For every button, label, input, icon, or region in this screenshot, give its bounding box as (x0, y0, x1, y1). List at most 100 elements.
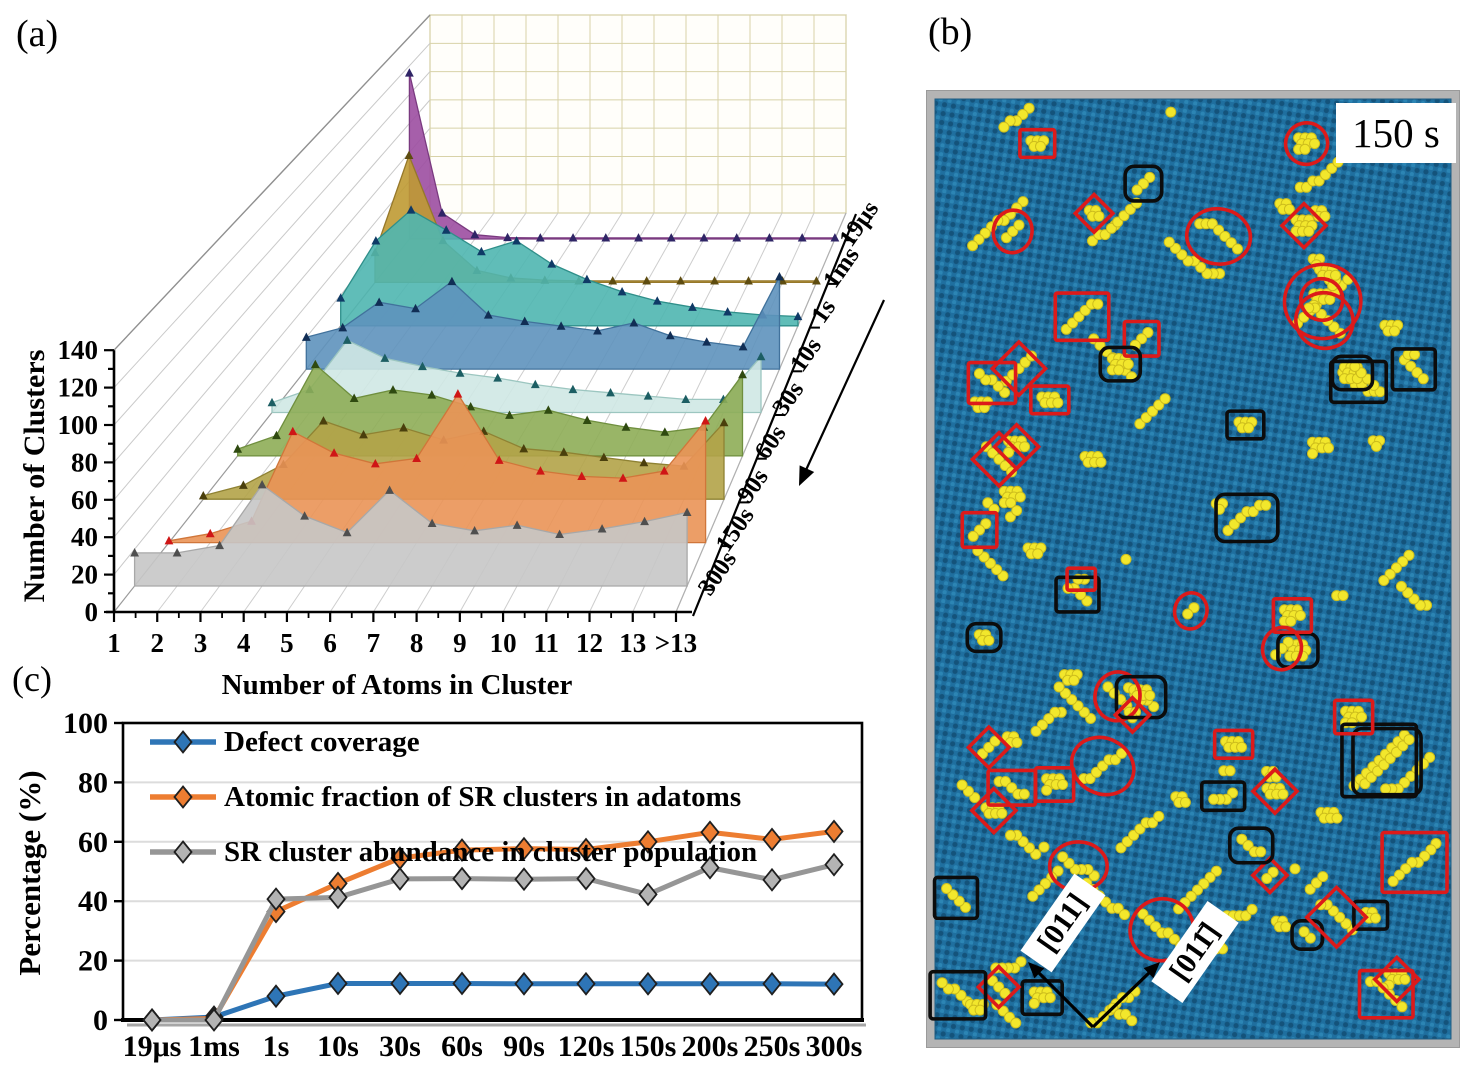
red-ellipse-annotation (1069, 735, 1136, 797)
x-axis: 1 2 3 4 5 6 7 8 9 10 11 12 13 >13 (106, 610, 697, 658)
adatom-cluster (1182, 602, 1200, 620)
red-rect-annotation (1033, 765, 1076, 803)
svg-text:300s: 300s (806, 1030, 863, 1063)
adatom-cluster (1220, 736, 1248, 753)
adatom-cluster (1058, 669, 1083, 686)
adatom-cluster (1289, 863, 1301, 875)
svg-text:10s: 10s (317, 1030, 359, 1063)
series-19μs (404, 68, 840, 242)
svg-text:1ms: 1ms (188, 1030, 240, 1063)
svg-text:0: 0 (85, 597, 99, 627)
adatom-cluster (972, 545, 1009, 582)
adatom-cluster (1004, 505, 1023, 523)
black-rect-annotation (1390, 347, 1438, 392)
adatom-cluster (1274, 198, 1295, 215)
adatom-cluster (1115, 810, 1165, 854)
adatom-cluster (1030, 706, 1067, 737)
adatom-cluster (1222, 499, 1272, 536)
legend: Defect coverage Atomic fraction of SR clu… (150, 726, 757, 868)
snapshot-frame (926, 90, 1460, 1048)
adatom-cluster (1261, 866, 1279, 884)
svg-text:20: 20 (78, 945, 108, 978)
svg-text:5: 5 (280, 628, 294, 658)
svg-text:60s: 60s (750, 420, 792, 464)
svg-text:40: 40 (78, 885, 108, 918)
red-rect-annotation (1332, 698, 1375, 736)
black-rect-annotation (1054, 575, 1101, 614)
svg-text:120s: 120s (558, 1030, 615, 1063)
svg-text:8: 8 (410, 628, 424, 658)
legend-item: Atomic fraction of SR clusters in adatom… (150, 781, 741, 813)
adatom-cluster (1163, 236, 1226, 280)
adatom-cluster (1379, 319, 1404, 337)
adatom-cluster (1367, 435, 1386, 452)
adatom-cluster (1120, 553, 1132, 565)
black-rect-annotation (1098, 345, 1143, 383)
svg-text:4: 4 (237, 628, 251, 658)
adatom-cluster (1057, 851, 1100, 882)
adatom-cluster (998, 102, 1035, 133)
adatom-cluster (1028, 986, 1056, 1009)
adatom-cluster (1041, 773, 1069, 796)
svg-text:>13: >13 (655, 628, 697, 658)
svg-text:60: 60 (78, 826, 108, 859)
black-rect-annotation (1340, 722, 1419, 799)
legend-label: SR cluster abundance in cluster populati… (224, 836, 757, 868)
black-rect-annotation (1228, 826, 1275, 865)
adatom-cluster (1290, 214, 1318, 237)
red-rect-annotation (960, 510, 999, 550)
adatom-cluster (1278, 604, 1306, 627)
legend-item: SR cluster abundance in cluster populati… (150, 836, 757, 868)
svg-text:250s: 250s (744, 1030, 801, 1063)
svg-text:60s: 60s (441, 1030, 483, 1063)
svg-text:1: 1 (107, 628, 121, 658)
svg-text:10s: 10s (785, 333, 827, 377)
red-rect-annotation (1357, 968, 1415, 1020)
svg-text:0: 0 (93, 1004, 108, 1037)
black-rect-annotation (1123, 164, 1164, 203)
adatom-cluster (986, 975, 1011, 999)
plot-area (121, 721, 866, 1027)
red-ellipse-annotation (991, 208, 1034, 255)
legend-label: Atomic fraction of SR clusters in adatom… (224, 781, 741, 813)
red-diamond-annotation (965, 724, 1012, 771)
svg-text:10: 10 (490, 628, 517, 658)
waterfall-y-axis-title: Number of Clusters (18, 349, 51, 603)
red-diamond-annotation (989, 339, 1049, 398)
adatom-cluster (1022, 542, 1047, 560)
adatom-cluster (998, 485, 1026, 509)
black-rect-annotation (928, 969, 988, 1021)
back-wall (429, 14, 847, 214)
red-diamond-annotation (1279, 201, 1329, 251)
adatom-cluster (1402, 349, 1421, 360)
red-rect-annotation (1018, 127, 1057, 160)
adatom-cluster (1359, 734, 1415, 790)
adatom-cluster (973, 629, 995, 646)
svg-text:13: 13 (619, 628, 646, 658)
snapshot-time-badge: 150 s (1336, 103, 1456, 163)
adatom-cluster (973, 368, 1011, 398)
svg-text:150s: 150s (620, 1030, 677, 1063)
series-300s (130, 479, 692, 587)
red-ellipse-annotation (1283, 121, 1330, 167)
line-chart-y-axis-title: Percentage (%) (12, 770, 47, 976)
svg-text:1s: 1s (263, 1030, 290, 1063)
svg-text:80: 80 (78, 766, 108, 799)
svg-text:6: 6 (323, 628, 337, 658)
red-ellipse-annotation (1260, 625, 1304, 672)
adatom-cluster (1025, 135, 1050, 152)
svg-text:60: 60 (71, 485, 98, 515)
series-10s (301, 271, 784, 370)
red-ellipse-annotation (1299, 276, 1345, 322)
svg-text:140: 140 (58, 335, 99, 365)
svg-text:9: 9 (453, 628, 467, 658)
line-series (142, 852, 844, 1032)
adatom-cluster (1131, 171, 1156, 196)
waterfall-series (130, 68, 840, 587)
svg-text:1ms: 1ms (818, 242, 865, 293)
svg-text:20: 20 (71, 560, 98, 590)
red-rect-annotation (1065, 566, 1098, 592)
adatom-cluster (1134, 393, 1171, 430)
adatom-cluster (1331, 590, 1349, 602)
